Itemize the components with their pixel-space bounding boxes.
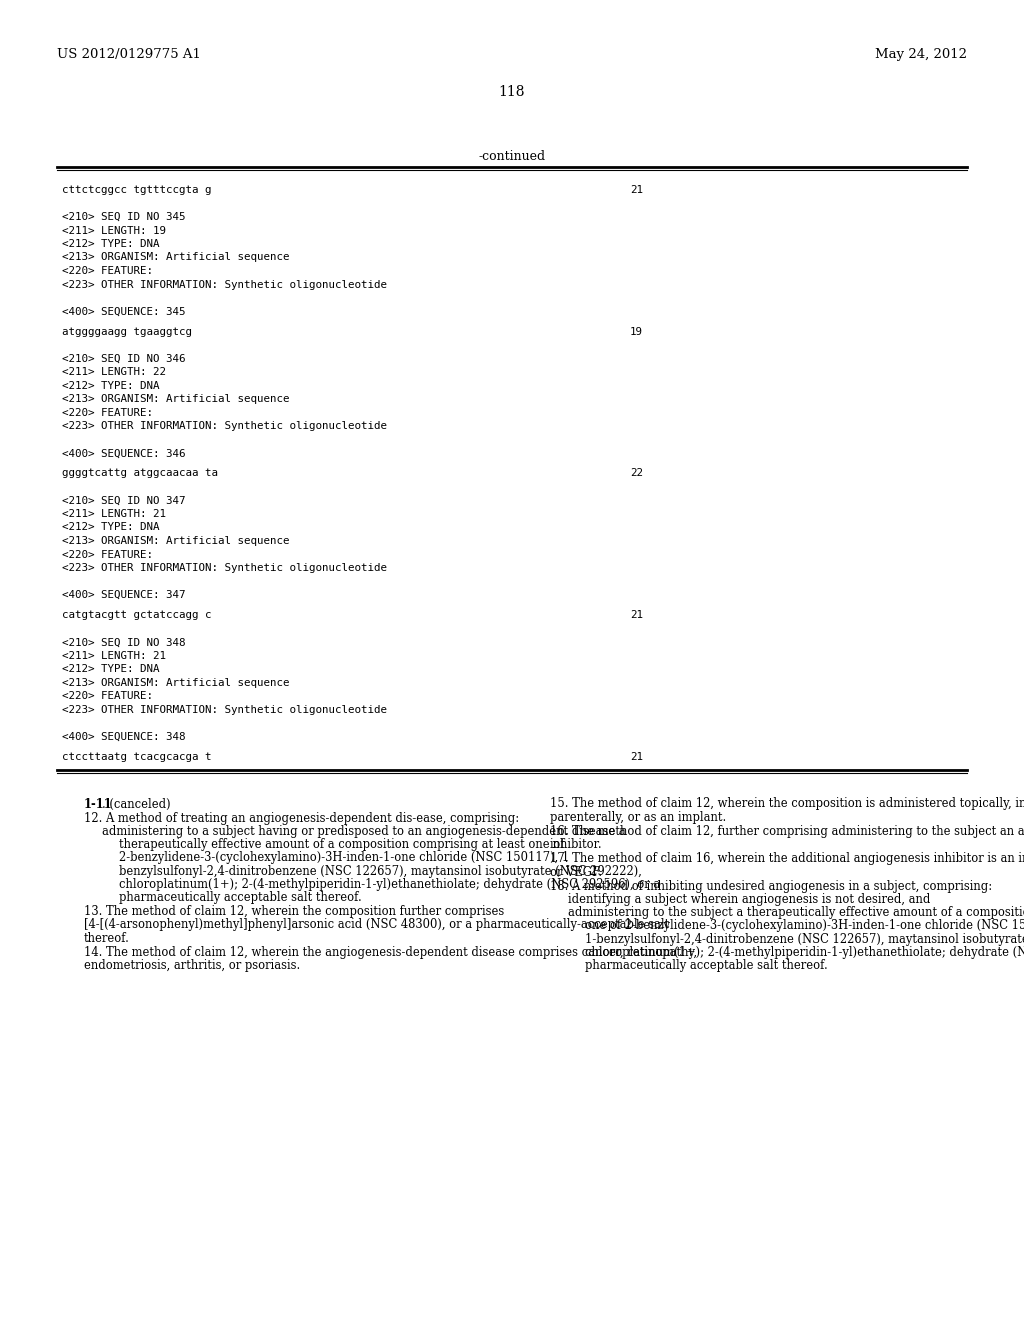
Text: chloroplatinum(1+); 2-(4-methylpiperidin-1-yl)ethanethiolate; dehydrate (NSC 292: chloroplatinum(1+); 2-(4-methylpiperidin… xyxy=(119,878,660,891)
Text: <212> TYPE: DNA: <212> TYPE: DNA xyxy=(62,523,160,532)
Text: <213> ORGANISM: Artificial sequence: <213> ORGANISM: Artificial sequence xyxy=(62,677,290,688)
Text: 118: 118 xyxy=(499,84,525,99)
Text: <220> FEATURE:: <220> FEATURE: xyxy=(62,408,153,417)
Text: 21: 21 xyxy=(630,610,643,620)
Text: 19: 19 xyxy=(630,327,643,337)
Text: 21: 21 xyxy=(630,185,643,195)
Text: [4-[(4-arsonophenyl)methyl]phenyl]arsonic acid (NSC 48300), or a pharmaceuticall: [4-[(4-arsonophenyl)methyl]phenyl]arsoni… xyxy=(84,919,670,932)
Text: <210> SEQ ID NO 345: <210> SEQ ID NO 345 xyxy=(62,213,185,222)
Text: <220> FEATURE:: <220> FEATURE: xyxy=(62,267,153,276)
Text: pharmaceutically acceptable salt thereof.: pharmaceutically acceptable salt thereof… xyxy=(119,891,361,904)
Text: <400> SEQUENCE: 348: <400> SEQUENCE: 348 xyxy=(62,731,185,742)
Text: thereof.: thereof. xyxy=(84,932,130,945)
Text: <223> OTHER INFORMATION: Synthetic oligonucleotide: <223> OTHER INFORMATION: Synthetic oligo… xyxy=(62,421,387,432)
Text: . (canceled): . (canceled) xyxy=(102,797,171,810)
Text: 21: 21 xyxy=(630,752,643,762)
Text: ctccttaatg tcacgcacga t: ctccttaatg tcacgcacga t xyxy=(62,752,212,762)
Text: <223> OTHER INFORMATION: Synthetic oligonucleotide: <223> OTHER INFORMATION: Synthetic oligo… xyxy=(62,705,387,714)
Text: 18. A method of inhibiting undesired angiogenesis in a subject, comprising:: 18. A method of inhibiting undesired ang… xyxy=(550,879,992,892)
Text: 2-benzylidene-3-(cyclohexylamino)-3H-inden-1-one chloride (NSC 150117), 1: 2-benzylidene-3-(cyclohexylamino)-3H-ind… xyxy=(119,851,569,865)
Text: 12. A method of treating an angiogenesis-dependent dis­ease, comprising:: 12. A method of treating an angiogenesis… xyxy=(84,812,519,825)
Text: -continued: -continued xyxy=(478,150,546,162)
Text: administering to a subject having or predisposed to an angiogenesis-dependent di: administering to a subject having or pre… xyxy=(102,825,626,838)
Text: <400> SEQUENCE: 347: <400> SEQUENCE: 347 xyxy=(62,590,185,601)
Text: 16. The method of claim 12, further comprising administering to the subject an a: 16. The method of claim 12, further comp… xyxy=(550,825,1024,838)
Text: <220> FEATURE:: <220> FEATURE: xyxy=(62,692,153,701)
Text: <213> ORGANISM: Artificial sequence: <213> ORGANISM: Artificial sequence xyxy=(62,536,290,546)
Text: <213> ORGANISM: Artificial sequence: <213> ORGANISM: Artificial sequence xyxy=(62,395,290,404)
Text: 13. The method of claim 12, wherein the composition further comprises: 13. The method of claim 12, wherein the … xyxy=(84,906,504,919)
Text: <211> LENGTH: 19: <211> LENGTH: 19 xyxy=(62,226,166,235)
Text: administering to the subject a therapeutically effective amount of a composition: administering to the subject a therapeut… xyxy=(568,906,1024,919)
Text: 15. The method of claim 12, wherein the composition is administered topically, i: 15. The method of claim 12, wherein the … xyxy=(550,797,1024,810)
Text: <212> TYPE: DNA: <212> TYPE: DNA xyxy=(62,380,160,391)
Text: <211> LENGTH: 21: <211> LENGTH: 21 xyxy=(62,651,166,661)
Text: therapeutically effective amount of a composition comprising at least one of: therapeutically effective amount of a co… xyxy=(119,838,564,851)
Text: 1-11: 1-11 xyxy=(84,797,113,810)
Text: <210> SEQ ID NO 347: <210> SEQ ID NO 347 xyxy=(62,495,185,506)
Text: benzylsulfonyl-2,4-dinitrobenzene (NSC 122657), maytansinol isobutyrate (NSC 292: benzylsulfonyl-2,4-dinitrobenzene (NSC 1… xyxy=(119,865,642,878)
Text: <211> LENGTH: 21: <211> LENGTH: 21 xyxy=(62,510,166,519)
Text: 14. The method of claim 12, wherein the angiogenesis-dependent disease comprises: 14. The method of claim 12, wherein the … xyxy=(84,945,697,958)
Text: <400> SEQUENCE: 346: <400> SEQUENCE: 346 xyxy=(62,449,185,458)
Text: <210> SEQ ID NO 346: <210> SEQ ID NO 346 xyxy=(62,354,185,364)
Text: May 24, 2012: May 24, 2012 xyxy=(874,48,967,61)
Text: <223> OTHER INFORMATION: Synthetic oligonucleotide: <223> OTHER INFORMATION: Synthetic oligo… xyxy=(62,564,387,573)
Text: <211> LENGTH: 22: <211> LENGTH: 22 xyxy=(62,367,166,378)
Text: or VEGF.: or VEGF. xyxy=(550,866,602,879)
Text: pharmaceutically acceptable salt thereof.: pharmaceutically acceptable salt thereof… xyxy=(585,958,827,972)
Text: <400> SEQUENCE: 345: <400> SEQUENCE: 345 xyxy=(62,306,185,317)
Text: US 2012/0129775 A1: US 2012/0129775 A1 xyxy=(57,48,201,61)
Text: 22: 22 xyxy=(630,469,643,479)
Text: 17. The method of claim 16, wherein the additional angiogenesis inhibitor is an : 17. The method of claim 16, wherein the … xyxy=(550,853,1024,866)
Text: endometriosis, arthritis, or psoriasis.: endometriosis, arthritis, or psoriasis. xyxy=(84,958,300,972)
Text: parenterally, or as an implant.: parenterally, or as an implant. xyxy=(550,810,726,824)
Text: <223> OTHER INFORMATION: Synthetic oligonucleotide: <223> OTHER INFORMATION: Synthetic oligo… xyxy=(62,280,387,289)
Text: chloroplatinum(1+); 2-(4-methylpiperidin-1-yl)ethanethiolate; dehydrate (NSC 292: chloroplatinum(1+); 2-(4-methylpiperidin… xyxy=(585,945,1024,958)
Text: <212> TYPE: DNA: <212> TYPE: DNA xyxy=(62,239,160,249)
Text: <213> ORGANISM: Artificial sequence: <213> ORGANISM: Artificial sequence xyxy=(62,252,290,263)
Text: identifying a subject wherein angiogenesis is not desired, and: identifying a subject wherein angiogenes… xyxy=(568,892,931,906)
Text: 1-benzylsulfonyl-2,4-dinitrobenzene (NSC 122657), maytansinol isobutyrate (NSC 2: 1-benzylsulfonyl-2,4-dinitrobenzene (NSC… xyxy=(585,932,1024,945)
Text: ggggtcattg atggcaacaa ta: ggggtcattg atggcaacaa ta xyxy=(62,469,218,479)
Text: <212> TYPE: DNA: <212> TYPE: DNA xyxy=(62,664,160,675)
Text: one of 2-benzylidene-3-(cyclohexylamino)-3H-inden-1-one chloride (NSC 150117),: one of 2-benzylidene-3-(cyclohexylamino)… xyxy=(585,919,1024,932)
Text: <220> FEATURE:: <220> FEATURE: xyxy=(62,549,153,560)
Text: atggggaagg tgaaggtcg: atggggaagg tgaaggtcg xyxy=(62,327,193,337)
Text: catgtacgtt gctatccagg c: catgtacgtt gctatccagg c xyxy=(62,610,212,620)
Text: <210> SEQ ID NO 348: <210> SEQ ID NO 348 xyxy=(62,638,185,647)
Text: cttctcggcc tgtttccgta g: cttctcggcc tgtttccgta g xyxy=(62,185,212,195)
Text: inhibitor.: inhibitor. xyxy=(550,838,603,851)
